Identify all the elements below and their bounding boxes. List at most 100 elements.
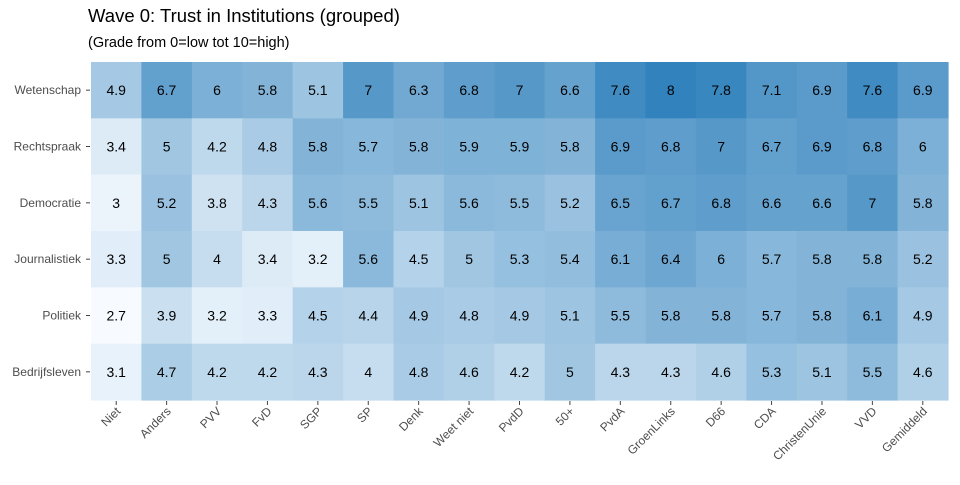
x-axis-tick-label: ChristenUnie	[770, 404, 829, 463]
x-axis: Niet Anders PVV FvD SGP SP Denk Weet niet PvdD 50…	[98, 401, 930, 463]
heatmap-cell-wetenschap-groenlinks	[645, 62, 697, 119]
heatmap-cell-democratie-anders	[141, 174, 193, 232]
heatmap-cell-journalistiek-fvd	[242, 231, 294, 288]
cell-value-label: 4.2	[258, 364, 278, 380]
y-axis-tick-label: Journalistiek	[14, 252, 82, 266]
cell-value-label: 4.2	[510, 364, 530, 380]
heatmap-cell-democratie-weet-niet	[443, 174, 495, 232]
heatmap-cell-wetenschap-denk	[393, 62, 445, 119]
heatmap-cell-rechtspraak-vvd	[847, 118, 899, 176]
heatmap-cell-democratie-denk	[393, 174, 445, 232]
x-axis-tick-label: SGP	[297, 404, 325, 432]
cell-value-label: 5.8	[661, 308, 681, 324]
cell-value-label: 6.7	[157, 82, 177, 98]
cell-value-label: 6.6	[762, 195, 782, 211]
heatmap-cell-rechtspraak-pvv	[191, 118, 243, 176]
heatmap-cell-bedrijfsleven-niet	[91, 343, 143, 401]
cell-value-label: 5.1	[560, 308, 580, 324]
cell-value-label: 5.2	[560, 195, 580, 211]
heatmap-cell-democratie-gemiddeld	[897, 174, 949, 232]
y-axis-tick-label: Wetenschap	[15, 83, 82, 97]
heatmap-cell-bedrijfsleven-weet-niet	[443, 343, 495, 401]
heatmap-cell-politiek-pvv	[191, 287, 243, 345]
cell-value-label: 4.3	[611, 364, 631, 380]
heatmap-cell-bedrijfsleven-anders	[141, 343, 193, 401]
heatmap-cell-wetenschap-weet-niet	[443, 62, 495, 119]
heatmap-cell-bedrijfsleven-pvdd	[494, 343, 546, 401]
heatmap-cell-bedrijfsleven-gemiddeld	[897, 343, 949, 401]
cell-value-label: 5.1	[409, 195, 429, 211]
heatmap-cell-journalistiek-vvd	[847, 231, 899, 288]
cell-value-label: 7	[516, 82, 524, 98]
heatmap-cell-labels: 4.9 6.7 6 5.8 5.1 7 6.3 6.8 7 6.6 7.6 8 7.8 7.1 6.9 7.6…	[106, 82, 932, 380]
cell-value-label: 5.8	[409, 139, 429, 155]
heatmap-cell-rechtspraak-weet-niet	[443, 118, 495, 176]
heatmap-cell-democratie-christenunie	[796, 174, 848, 232]
heatmap-cell-rechtspraak-gemiddeld	[897, 118, 949, 176]
heatmap-cell-democratie-d66	[695, 174, 747, 232]
heatmap-cell-bedrijfsleven-sp	[343, 343, 395, 401]
heatmap-cell-democratie-cda	[746, 174, 798, 232]
heatmap-cell-bedrijfsleven-50	[544, 343, 596, 401]
cell-value-label: 4.9	[913, 308, 933, 324]
heatmap-cell-politiek-groenlinks	[645, 287, 697, 345]
cell-value-label: 6.8	[459, 82, 479, 98]
cell-value-label: 5.2	[157, 195, 177, 211]
heatmap-cell-rechtspraak-fvd	[242, 118, 294, 176]
cell-value-label: 6.6	[812, 195, 832, 211]
cell-value-label: 4.8	[258, 139, 278, 155]
heatmap-cell-wetenschap-pvv	[191, 62, 243, 119]
heatmap-cell-bedrijfsleven-pvv	[191, 343, 243, 401]
cell-value-label: 5.1	[812, 364, 832, 380]
heatmap-cell-politiek-vvd	[847, 287, 899, 345]
x-axis-tick-label: CDA	[751, 404, 779, 432]
cell-value-label: 6.9	[913, 82, 933, 98]
cell-value-label: 5.8	[863, 251, 883, 267]
cell-value-label: 3.2	[308, 251, 328, 267]
heatmap-cell-politiek-christenunie	[796, 287, 848, 345]
heatmap-cell-politiek-sgp	[292, 287, 344, 345]
cell-value-label: 4.3	[258, 195, 278, 211]
cell-value-label: 4.5	[308, 308, 328, 324]
heatmap-cell-politiek-fvd	[242, 287, 294, 345]
heatmap-cell-politiek-anders	[141, 287, 193, 345]
heatmap-cell-rechtspraak-anders	[141, 118, 193, 176]
heatmap-cell-politiek-cda	[746, 287, 798, 345]
cell-value-label: 4	[364, 364, 372, 380]
cell-value-label: 5	[566, 364, 574, 380]
cell-value-label: 7	[364, 82, 372, 98]
heatmap-cell-wetenschap-anders	[141, 62, 193, 119]
heatmap-cell-politiek-pvda	[595, 287, 647, 345]
x-axis-tick-label: FvD	[249, 404, 275, 430]
heatmap-cell-rechtspraak-sp	[343, 118, 395, 176]
cell-value-label: 5.5	[510, 195, 530, 211]
x-axis-tick-label: PvdD	[496, 404, 527, 435]
heatmap-cell-rechtspraak-sgp	[292, 118, 344, 176]
cell-value-label: 5.6	[459, 195, 479, 211]
heatmap-cell-wetenschap-christenunie	[796, 62, 848, 119]
heatmap-cell-journalistiek-sp	[343, 231, 395, 288]
x-axis-tick-label: D66	[703, 404, 729, 430]
heatmap-cell-bedrijfsleven-sgp	[292, 343, 344, 401]
cell-value-label: 4.6	[459, 364, 479, 380]
heatmap-cell-rechtspraak-cda	[746, 118, 798, 176]
heatmap-cell-journalistiek-weet-niet	[443, 231, 495, 288]
cell-value-label: 7	[868, 195, 876, 211]
cell-value-label: 6.8	[661, 139, 681, 155]
cell-value-label: 3.4	[258, 251, 278, 267]
cell-value-label: 5.8	[308, 139, 328, 155]
x-axis-tick-label: Gemiddeld	[879, 404, 930, 455]
cell-value-label: 3.4	[106, 139, 126, 155]
cell-value-label: 5.5	[863, 364, 883, 380]
cell-value-label: 4.2	[207, 139, 227, 155]
x-axis-tick-label: Anders	[137, 404, 174, 441]
heatmap-cell-rechtspraak-50	[544, 118, 596, 176]
y-axis-tick-label: Politiek	[42, 309, 82, 323]
heatmap-cell-rechtspraak-groenlinks	[645, 118, 697, 176]
cell-value-label: 6	[213, 82, 221, 98]
heatmap-cell-democratie-50	[544, 174, 596, 232]
cell-value-label: 4.6	[913, 364, 933, 380]
heatmap-cell-journalistiek-christenunie	[796, 231, 848, 288]
cell-value-label: 6.4	[661, 251, 681, 267]
